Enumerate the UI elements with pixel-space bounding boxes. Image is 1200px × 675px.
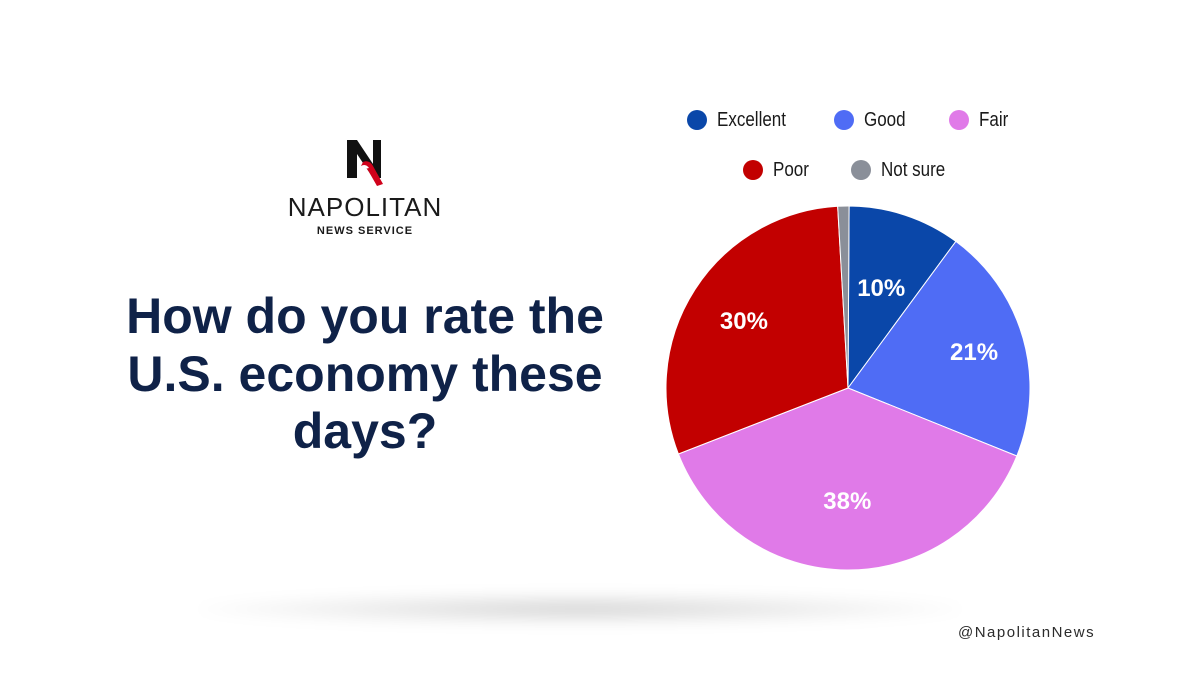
pie-label-poor: 30% xyxy=(720,308,768,335)
legend-swatch-excellent xyxy=(686,110,707,130)
pie-label-fair: 38% xyxy=(823,488,871,515)
legend-item-excellent: Excellent xyxy=(686,105,798,135)
legend-swatch-poor xyxy=(743,160,764,180)
social-handle: @NapolitanNews xyxy=(958,624,1096,641)
legend-item-poor: Poor xyxy=(743,155,815,185)
legend-item-good: Good xyxy=(833,105,913,135)
brand-name: NAPOLITAN xyxy=(287,192,443,222)
pie-slice-fair xyxy=(677,387,1018,571)
pie-label-excellent: 10% xyxy=(857,275,905,302)
pie-chart: 10% 21% 38% 30% xyxy=(660,200,1040,580)
pie-chart-svg: 10% 21% 38% 30% xyxy=(665,205,1031,571)
pie-slice-excellent xyxy=(847,205,957,390)
legend-item-fair: Fair xyxy=(948,105,1013,135)
brand-logo: NAPOLITAN NEWS SERVICE xyxy=(240,135,490,245)
legend-swatch-not-sure xyxy=(851,160,872,180)
pie-slice-not-sure xyxy=(837,205,850,389)
brand-subtitle: NEWS SERVICE xyxy=(316,225,414,237)
card-shadow xyxy=(200,592,960,626)
legend-swatch-good xyxy=(833,110,854,130)
legend-label-not-sure: Not sure xyxy=(881,158,946,181)
legend-row-2: Poor Not sure xyxy=(650,155,1050,185)
legend-label-good: Good xyxy=(863,108,906,131)
pie-slice-good xyxy=(847,240,1031,457)
legend-row-1: Excellent Good Fair xyxy=(650,105,1050,135)
legend-item-not-sure: Not sure xyxy=(851,155,957,185)
chart-legend: Excellent Good Fair Poor Not sure xyxy=(650,105,1050,195)
pie-slice-poor xyxy=(665,205,849,455)
question-title: How do you rate the U.S. economy these d… xyxy=(126,288,604,459)
legend-label-poor: Poor xyxy=(773,158,809,181)
legend-label-fair: Fair xyxy=(978,108,1009,131)
napolitan-logo-icon xyxy=(347,140,383,186)
legend-swatch-fair xyxy=(948,110,969,130)
legend-label-excellent: Excellent xyxy=(716,108,786,131)
pie-label-good: 21% xyxy=(950,339,998,366)
